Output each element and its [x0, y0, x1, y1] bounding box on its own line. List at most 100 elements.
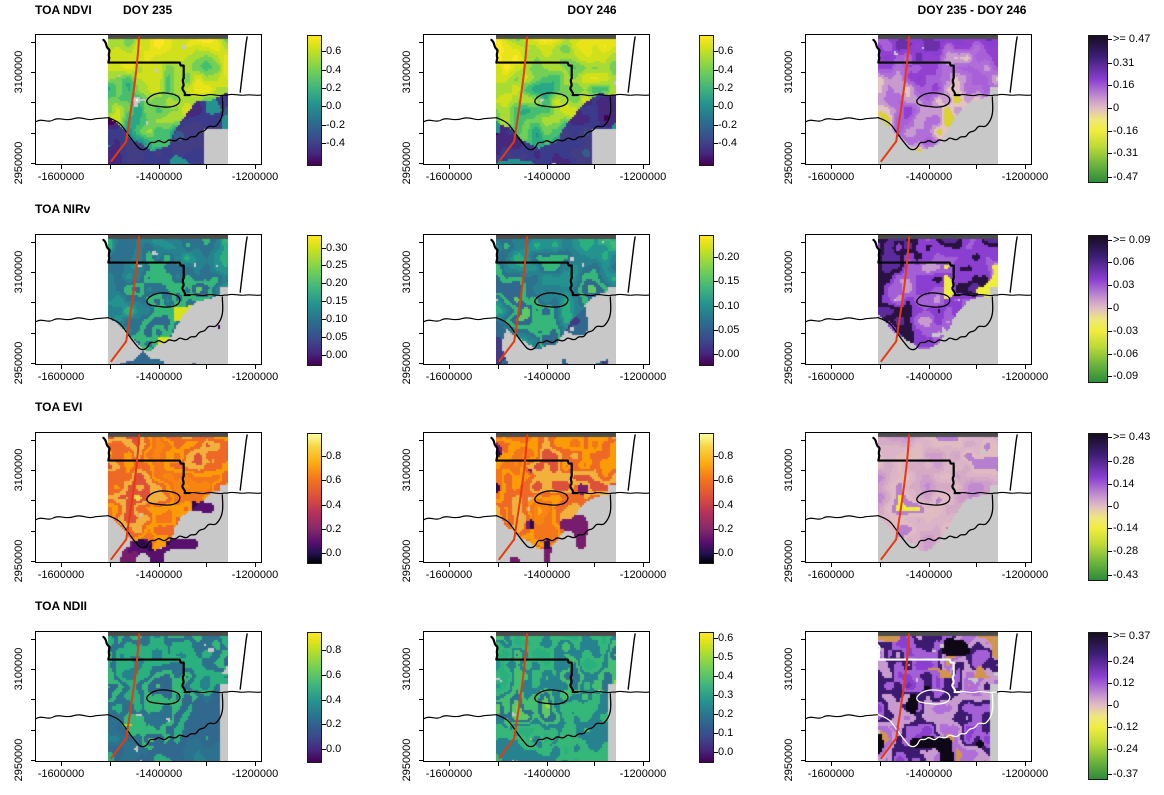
colorbar-tick — [714, 354, 718, 355]
colorbar-tick-label: 0.06 — [1113, 256, 1135, 268]
y-tick-label: 2950000 — [13, 341, 25, 385]
track-line — [239, 36, 248, 93]
plot-box-toa-nirv-c2 — [423, 234, 650, 365]
x-tick-label: -1200000 — [231, 569, 279, 581]
y-axis-tick — [801, 72, 805, 73]
colorbar-tick-label: -0.4 — [326, 137, 345, 149]
y-axis-tick — [801, 163, 805, 164]
colorbar-tick — [1108, 63, 1112, 64]
y-axis-tick — [801, 133, 805, 134]
colorbar-tick — [1108, 727, 1112, 728]
x-tick-label: -1600000 — [37, 371, 85, 383]
colorbar-tick-label: -0.2 — [326, 119, 345, 131]
map-overlay — [806, 433, 1031, 561]
row-title-toa-ndii: TOA NDII — [35, 599, 88, 613]
y-axis-tick — [419, 133, 423, 134]
colorbar-tick-label: 0.2 — [718, 82, 734, 94]
state-coastline — [495, 296, 612, 351]
y-axis-tick — [31, 242, 35, 243]
state-coastline — [877, 296, 994, 351]
colorbar-tick-label: -0.24 — [1113, 743, 1139, 755]
y-axis-tick — [801, 242, 805, 243]
lake-outline — [916, 490, 951, 506]
x-axis-tick — [498, 165, 499, 169]
y-axis-tick — [31, 72, 35, 73]
map-overlay — [806, 235, 1031, 363]
y-axis-tick — [801, 440, 805, 441]
colorbar-tick — [322, 265, 326, 266]
lake-outline — [916, 92, 951, 108]
map-overlay — [424, 632, 649, 760]
colorbar-tick-label: 0.30 — [326, 242, 348, 254]
y-tick-label: 3100000 — [13, 250, 25, 294]
y-tick-label: 2950000 — [13, 738, 25, 782]
colorbar-tick-label: 0.2 — [718, 523, 734, 535]
x-axis-tick — [498, 762, 499, 766]
x-axis-tick — [594, 365, 595, 369]
map-overlay — [36, 35, 261, 163]
colorbar-tick-label: 0.6 — [718, 45, 734, 57]
colorbar-tick-label: -0.28 — [1113, 545, 1139, 557]
state-coastline — [877, 494, 994, 549]
coastline-west — [806, 714, 879, 720]
colorbar-tick-label: -0.4 — [718, 137, 737, 149]
map-overlay — [806, 632, 1031, 760]
x-tick-label: -1200000 — [1001, 371, 1049, 383]
map-raster — [496, 235, 616, 364]
y-axis-tick — [419, 72, 423, 73]
y-axis-tick — [31, 440, 35, 441]
x-tick-label: -1600000 — [37, 569, 85, 581]
colorbar — [1088, 433, 1108, 581]
y-axis-tick — [801, 272, 805, 273]
east-line-outer — [226, 293, 261, 296]
y-tick-label: 3100000 — [401, 50, 413, 94]
colorbar-tick-label: 0 — [1113, 500, 1120, 512]
colorbar-tick — [1108, 262, 1112, 263]
colorbar-tick — [322, 301, 326, 302]
colorbar-tick — [714, 529, 718, 530]
colorbar-tick — [322, 319, 326, 320]
x-tick-label: -1600000 — [425, 171, 473, 183]
colorbar-tick — [1108, 308, 1112, 309]
east-line-outer — [996, 293, 1031, 296]
y-tick-label: 2950000 — [783, 539, 795, 583]
col-title-doy235: DOY 235 — [123, 3, 173, 17]
east-line-inner — [577, 491, 616, 495]
y-axis-tick — [31, 669, 35, 670]
colorbar-tick-label: 0.8 — [326, 644, 342, 656]
colorbar-tick-label: 0.0 — [718, 100, 734, 112]
track-line — [627, 633, 636, 690]
colorbar-tick — [714, 657, 718, 658]
colorbar-tick — [714, 143, 718, 144]
map-raster — [496, 433, 616, 562]
colorbar-tick — [1108, 551, 1112, 552]
colorbar-tick-label: 0.12 — [1113, 677, 1135, 689]
colorbar-tick-label: -0.06 — [1113, 348, 1139, 360]
colorbar-tick-label: 0.8 — [718, 450, 734, 462]
colorbar-tick — [1108, 85, 1112, 86]
map-raster — [878, 632, 998, 761]
state-north-border — [490, 238, 579, 297]
colorbar-tick-label: 0.6 — [326, 474, 342, 486]
colorbar-tick — [714, 733, 718, 734]
colorbar-tick — [322, 283, 326, 284]
y-tick-label: 2950000 — [783, 341, 795, 385]
x-axis-tick — [547, 365, 548, 369]
colorbar-tick-label: 0.8 — [326, 450, 342, 462]
colorbar-tick — [322, 675, 326, 676]
colorbar-tick-label: -0.47 — [1113, 171, 1139, 183]
map-raster — [108, 35, 228, 164]
coastline-west — [36, 714, 109, 720]
y-tick-label: 3100000 — [13, 50, 25, 94]
x-axis-tick — [1025, 762, 1026, 766]
y-axis-tick — [801, 363, 805, 364]
y-tick-label: 2950000 — [13, 141, 25, 185]
plot-box-toa-evi-c1 — [35, 432, 262, 563]
y-axis-tick — [801, 730, 805, 731]
x-axis-tick — [547, 563, 548, 567]
colorbar-tick — [322, 724, 326, 725]
colorbar-tick-label: 0.24 — [1113, 655, 1135, 667]
y-axis-tick — [801, 470, 805, 471]
x-axis-tick — [61, 563, 62, 567]
state-north-border — [490, 38, 579, 97]
